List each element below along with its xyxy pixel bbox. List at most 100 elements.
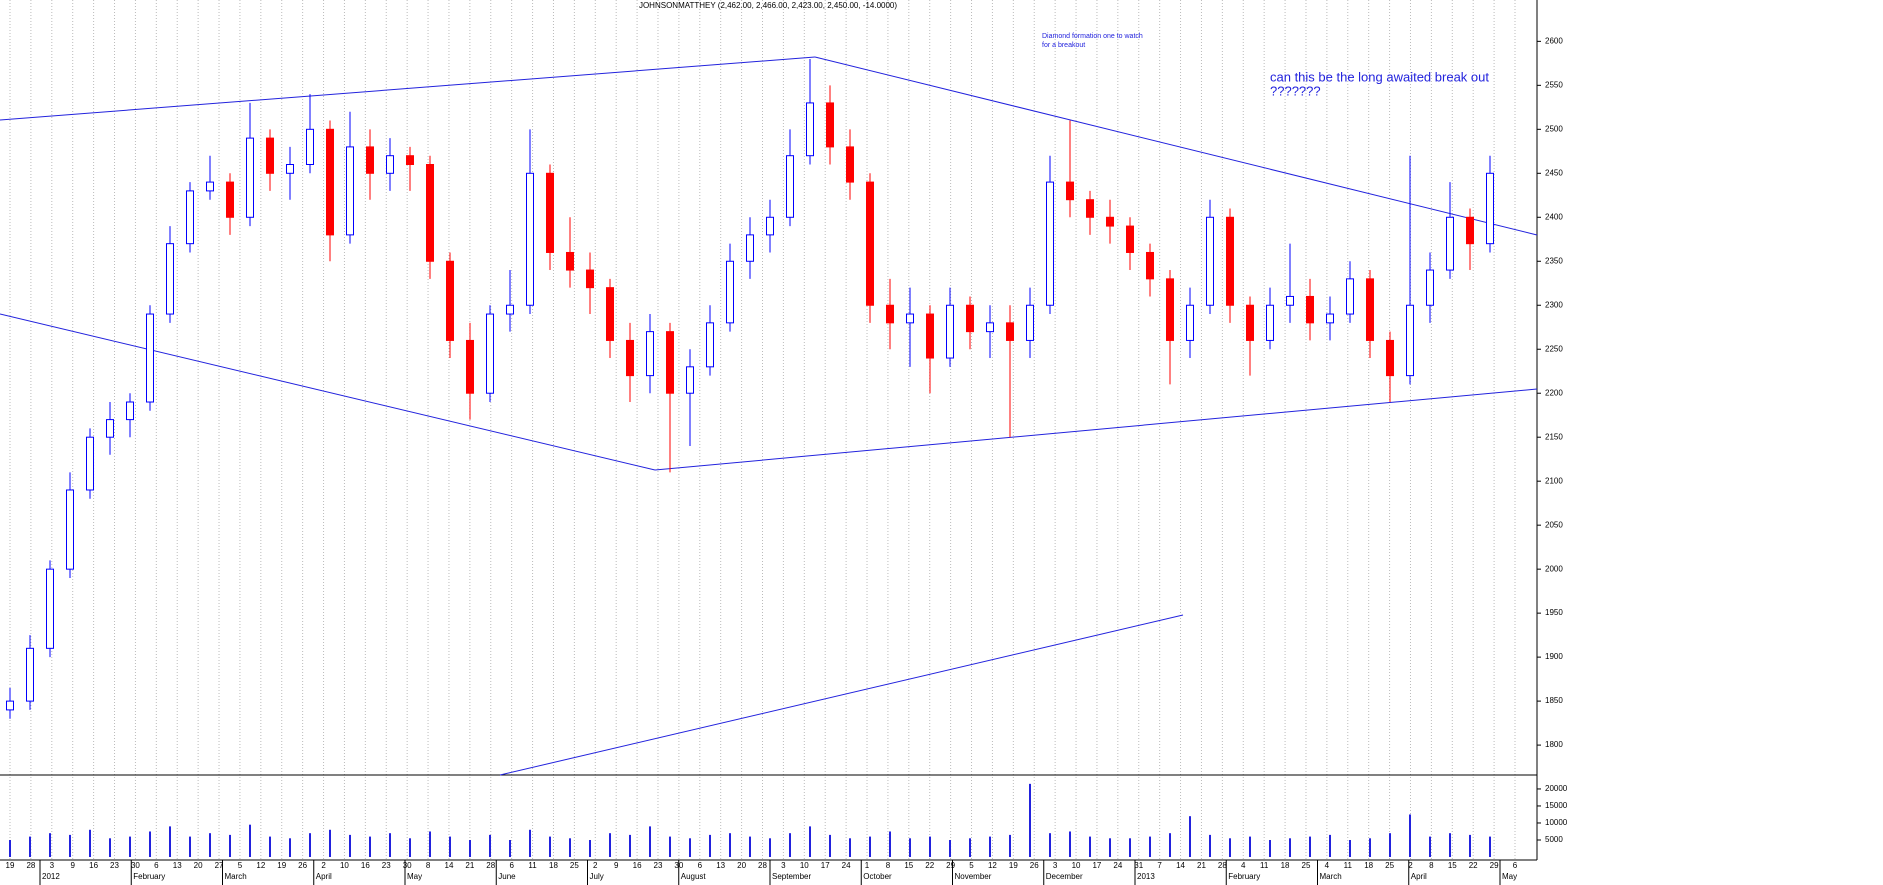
x-tick-label: 20 (194, 861, 203, 870)
candle-body (1326, 313, 1334, 324)
y-tick-label: 2150 (1545, 432, 1563, 441)
x-tick-label: 2 (321, 861, 326, 870)
month-label: May (407, 872, 422, 881)
candle-body (46, 568, 54, 649)
month-label: June (498, 872, 516, 881)
candle-body (326, 128, 334, 236)
candle-body (126, 401, 134, 421)
x-tick-label: 3 (781, 861, 786, 870)
x-tick-label: 4 (1325, 861, 1330, 870)
x-tick-label: 3 (50, 861, 55, 870)
x-tick-label: 26 (1030, 861, 1039, 870)
x-tick-label: 3 (1053, 861, 1058, 870)
candle-body (266, 137, 274, 174)
x-tick-label: 28 (26, 861, 35, 870)
candle-body (106, 419, 114, 438)
x-tick-label: 29 (946, 861, 955, 870)
x-tick-label: 24 (842, 861, 851, 870)
month-label: 2013 (1137, 872, 1155, 881)
candle-body (166, 243, 174, 315)
candle-body (466, 339, 474, 394)
x-tick-label: 17 (1092, 861, 1101, 870)
candle-body (806, 102, 814, 157)
candle-body (986, 322, 994, 333)
candle-body (1306, 295, 1314, 324)
y-tick-label: 1950 (1545, 608, 1563, 617)
trend-line (814, 56, 1538, 236)
annotation: Diamond formation one to watch (1042, 33, 1143, 40)
month-label: October (863, 872, 892, 881)
y-tick-label: 2450 (1545, 168, 1563, 177)
x-tick-label: 23 (110, 861, 119, 870)
x-tick-label: 26 (298, 861, 307, 870)
x-tick-label: 23 (654, 861, 663, 870)
candle-body (766, 216, 774, 236)
x-tick-label: 22 (1469, 861, 1478, 870)
candle-body (486, 313, 494, 394)
candle-body (1066, 181, 1074, 201)
x-tick-label: 2 (593, 861, 598, 870)
x-tick-label: 12 (988, 861, 997, 870)
candle-body (346, 146, 354, 236)
candle-body (1026, 304, 1034, 341)
candle-body (1226, 216, 1234, 306)
grid (9, 0, 1516, 860)
candle-body (1446, 216, 1454, 271)
candle-body (1366, 278, 1374, 341)
x-tick-label: 4 (1241, 861, 1246, 870)
candle-body (306, 128, 314, 166)
y-tick-label: 2300 (1545, 300, 1563, 309)
candle-body (1426, 269, 1434, 306)
candle-body (666, 331, 674, 394)
trend-line (0, 313, 656, 471)
candle-body (686, 366, 694, 394)
candle-body (626, 339, 634, 377)
v-tick-label: 15000 (1545, 801, 1568, 810)
annotation: can this be the long awaited break out (1270, 69, 1489, 84)
x-tick-label: 8 (426, 861, 431, 870)
candle-body (1206, 216, 1214, 306)
x-tick-label: 10 (340, 861, 349, 870)
x-tick-label: 11 (1260, 861, 1269, 870)
x-tick-label: 16 (89, 861, 98, 870)
candle-body (226, 181, 234, 218)
candle-body (26, 647, 34, 702)
x-tick-label: 1 (865, 861, 870, 870)
candle-body (706, 322, 714, 368)
candle-body (726, 260, 734, 324)
candle-body (966, 304, 974, 333)
trend-line (0, 56, 816, 121)
x-tick-label: 6 (1513, 861, 1518, 870)
x-tick-label: 11 (528, 861, 537, 870)
candle-body (1086, 199, 1094, 218)
x-tick-label: 10 (800, 861, 809, 870)
candle-body (86, 436, 94, 491)
candle-body (526, 172, 534, 306)
x-tick-label: 20 (737, 861, 746, 870)
y-tick-label: 2500 (1545, 124, 1563, 133)
candle-body (866, 181, 874, 306)
x-tick-label: 9 (70, 861, 75, 870)
x-tick-label: 12 (256, 861, 265, 870)
x-tick-label: 19 (1009, 861, 1018, 870)
y-tick-label: 2550 (1545, 80, 1563, 89)
candle-body (286, 164, 294, 174)
month-label: April (1411, 872, 1427, 881)
month-label: April (316, 872, 332, 881)
x-tick-label: 21 (465, 861, 474, 870)
candle-body (206, 181, 214, 192)
month-label: December (1046, 872, 1083, 881)
x-tick-label: 8 (886, 861, 891, 870)
candle-body (66, 489, 74, 570)
x-tick-label: 9 (614, 861, 619, 870)
y-tick-label: 1850 (1545, 696, 1563, 705)
candle-body (946, 304, 954, 359)
x-tick-label: 18 (549, 861, 558, 870)
candle-body (1166, 278, 1174, 341)
x-tick-label: 10 (1072, 861, 1081, 870)
y-tick-label: 2400 (1545, 212, 1563, 221)
candle-body (606, 287, 614, 341)
x-tick-label: 17 (821, 861, 830, 870)
